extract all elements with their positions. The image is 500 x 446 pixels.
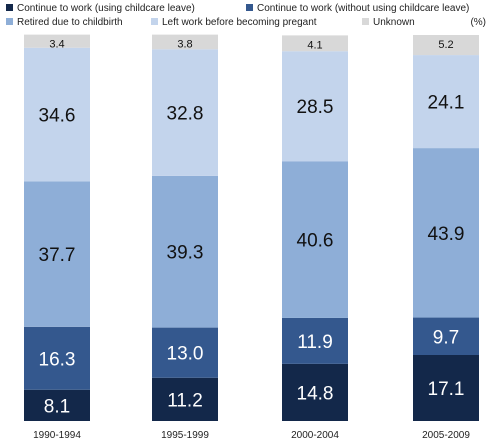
legend-label: Continue to work (without using childcar… [257, 3, 470, 14]
bar-segment [24, 34, 90, 48]
data-label: 39.3 [167, 243, 204, 264]
bar-segment [413, 148, 479, 318]
legend-item-retired: Retired due to childbirth [6, 17, 123, 29]
bar-segment [282, 363, 348, 421]
data-label: 9.7 [433, 327, 459, 348]
bar-segment [24, 47, 90, 182]
bar-segment [152, 34, 218, 50]
data-label: 14.8 [297, 383, 334, 404]
data-label: 11.2 [167, 390, 203, 411]
bar-segment [152, 49, 218, 176]
chart-legend: Continue to work (using childcare leave)… [0, 0, 500, 30]
data-label: 37.7 [39, 245, 76, 266]
data-label: 13.0 [167, 344, 204, 365]
legend-label: Continue to work (using childcare leave) [17, 3, 195, 14]
legend-label: Retired due to childbirth [17, 17, 123, 28]
data-label: 8.1 [44, 396, 70, 417]
unit-label: (%) [470, 17, 486, 28]
bar-segment [152, 327, 218, 378]
x-tick-label: 2000-2004 [291, 430, 339, 441]
bar-segment [282, 51, 348, 162]
data-label: 28.5 [297, 97, 334, 118]
bar-segment [282, 161, 348, 318]
legend-swatch [6, 18, 13, 25]
data-label: 5.2 [438, 39, 453, 51]
legend-label: Left work before becoming pregant [162, 17, 317, 28]
legend-item-using-leave: Continue to work (using childcare leave) [6, 3, 195, 15]
bar-segment [413, 35, 479, 56]
data-label: 40.6 [297, 231, 334, 252]
data-label: 34.6 [39, 106, 76, 127]
bar-segment [282, 35, 348, 52]
data-label: 32.8 [167, 104, 204, 125]
x-tick-label: 1990-1994 [33, 430, 81, 441]
legend-swatch [362, 18, 369, 25]
legend-item-left-before: Left work before becoming pregant [151, 17, 317, 29]
bar-segment [413, 354, 479, 421]
legend-swatch [6, 4, 13, 11]
data-label: 4.1 [307, 39, 322, 51]
legend-item-without-leave: Continue to work (without using childcar… [246, 3, 469, 15]
bar-segment [24, 181, 90, 327]
bar-segment [24, 326, 90, 390]
legend-swatch [246, 4, 253, 11]
data-label: 43.9 [428, 224, 465, 245]
data-label: 11.9 [297, 332, 333, 353]
data-label: 3.4 [49, 39, 64, 51]
legend-item-unknown: Unknown [362, 17, 415, 29]
bar-segment [413, 55, 479, 149]
bar-segment [152, 175, 218, 328]
bar-segment [413, 317, 479, 355]
data-label: 3.8 [177, 39, 192, 51]
data-label: 16.3 [39, 349, 76, 370]
x-tick-label: 1995-1999 [161, 430, 209, 441]
bar-segment [282, 317, 348, 364]
x-tick-label: 2005-2009 [422, 430, 470, 441]
legend-label: Unknown [373, 17, 415, 28]
data-label: 17.1 [428, 379, 465, 400]
legend-swatch [151, 18, 158, 25]
bar-segment [152, 377, 218, 421]
data-label: 24.1 [428, 93, 465, 114]
bar-segment [24, 389, 90, 421]
